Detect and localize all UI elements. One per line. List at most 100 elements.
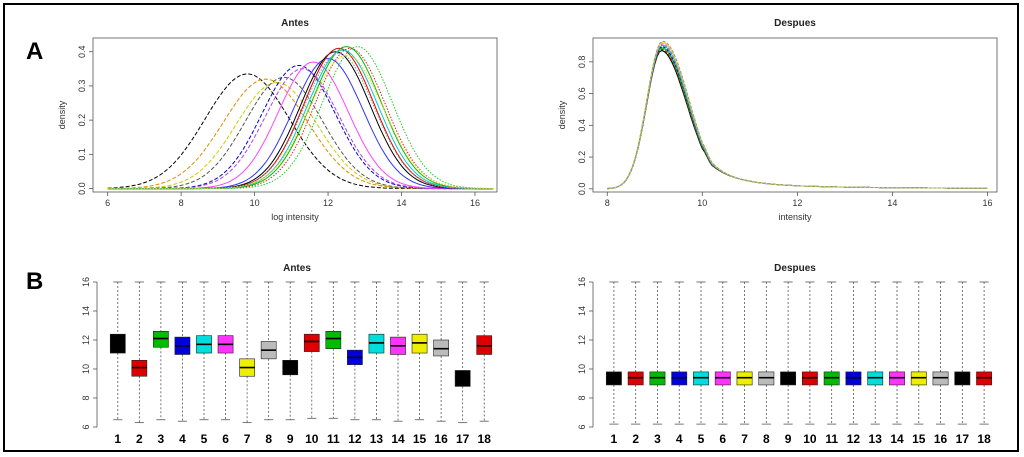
category-label: 6	[719, 432, 726, 446]
x-tick-label: 10	[250, 198, 260, 208]
y-tick-label: 0.1	[77, 148, 87, 161]
category-label: 17	[956, 432, 970, 446]
category-label: 10	[305, 432, 319, 446]
density-line-despues-5	[607, 44, 988, 190]
density-line-despues-3	[607, 47, 988, 190]
category-label: 4	[179, 432, 186, 446]
category-label: 5	[201, 432, 208, 446]
category-label: 4	[676, 432, 683, 446]
x-tick-label: 16	[982, 198, 992, 208]
category-label: 14	[391, 432, 405, 446]
category-label: 18	[478, 432, 492, 446]
category-label: 2	[136, 432, 143, 446]
category-label: 9	[287, 432, 294, 446]
panel-label-a: A	[26, 38, 44, 65]
x-tick-label: 8	[179, 198, 184, 208]
x-axis-label: intensity	[778, 212, 812, 222]
category-label: 14	[890, 432, 904, 446]
x-tick-label: 8	[605, 198, 610, 208]
category-label: 6	[222, 432, 229, 446]
x-tick-label: 6	[105, 198, 110, 208]
y-tick-label: 14	[577, 306, 587, 316]
category-label: 12	[348, 432, 362, 446]
density-line-antes-11	[107, 46, 494, 190]
density-line-despues-6	[607, 43, 988, 190]
density-line-antes-5	[107, 65, 494, 190]
y-tick-label: 8	[81, 395, 91, 400]
category-label: 1	[611, 432, 618, 446]
category-label: 2	[632, 432, 639, 446]
density-line-antes-14	[107, 46, 494, 190]
x-tick-label: 14	[887, 198, 897, 208]
y-tick-label: 8	[577, 395, 587, 400]
category-label: 9	[785, 432, 792, 446]
density-line-antes-4	[107, 76, 494, 190]
y-tick-label: 10	[577, 364, 587, 374]
density-line-antes-7	[107, 61, 494, 190]
category-label: 18	[977, 432, 991, 446]
density-line-antes-9	[107, 51, 494, 190]
y-tick-label: 0.6	[577, 87, 587, 100]
x-tick-label: 10	[697, 198, 707, 208]
category-label: 13	[370, 432, 384, 446]
y-tick-label: 6	[81, 424, 91, 429]
y-tick-label: 16	[577, 277, 587, 287]
density-line-despues-8	[607, 40, 988, 190]
category-label: 7	[741, 432, 748, 446]
y-tick-label: 0.0	[577, 183, 587, 196]
density-line-antes-13	[107, 47, 494, 190]
category-label: 17	[456, 432, 470, 446]
y-tick-label: 16	[81, 277, 91, 287]
category-label: 3	[654, 432, 661, 446]
y-tick-label: 0.0	[77, 182, 87, 195]
y-tick-label: 12	[81, 335, 91, 345]
category-label: 12	[847, 432, 861, 446]
y-tick-label: 10	[81, 364, 91, 374]
y-tick-label: 0.2	[77, 114, 87, 127]
category-label: 5	[698, 432, 705, 446]
density-line-antes-2	[107, 78, 494, 190]
category-label: 8	[265, 432, 272, 446]
y-tick-label: 0.3	[77, 80, 87, 93]
panel-label-b: B	[26, 268, 44, 295]
box-10	[303, 333, 320, 352]
x-tick-label: 12	[792, 198, 802, 208]
x-tick-label: 14	[397, 198, 407, 208]
x-axis-label: log intensity	[271, 212, 319, 222]
y-tick-label: 0.2	[577, 151, 587, 164]
y-tick-label: 0.4	[577, 119, 587, 132]
category-label: 16	[934, 432, 948, 446]
y-tick-label: 0.4	[77, 45, 87, 58]
chart-title: Despues	[774, 263, 816, 274]
density-line-antes-16	[107, 54, 494, 190]
category-label: 7	[244, 432, 251, 446]
category-label: 1	[114, 432, 121, 446]
density-line-antes-3	[107, 82, 494, 190]
chart-title: Antes	[283, 263, 311, 274]
category-label: 3	[158, 432, 165, 446]
density-line-antes-8	[107, 58, 494, 190]
category-label: 10	[803, 432, 817, 446]
chart-title: Antes	[281, 18, 309, 29]
y-axis-label: density	[557, 100, 567, 129]
plot-border	[592, 37, 998, 193]
category-label: 8	[763, 432, 770, 446]
y-axis-label: density	[57, 100, 67, 129]
density-line-despues-2	[607, 48, 988, 190]
density-line-despues-1	[607, 49, 988, 190]
category-label: 11	[327, 432, 340, 446]
box-11	[325, 330, 342, 349]
x-tick-label: 16	[470, 198, 480, 208]
y-tick-label: 0.8	[577, 56, 587, 69]
y-tick-label: 12	[577, 335, 587, 345]
category-label: 11	[825, 432, 838, 446]
density-line-despues-7	[607, 42, 988, 190]
plot-border	[92, 37, 498, 193]
y-tick-label: 6	[577, 424, 587, 429]
chart-title: Despues	[774, 18, 816, 29]
category-label: 15	[912, 432, 926, 446]
x-tick-label: 12	[323, 198, 333, 208]
y-tick-label: 14	[81, 306, 91, 316]
density-line-antes-1	[107, 73, 494, 190]
